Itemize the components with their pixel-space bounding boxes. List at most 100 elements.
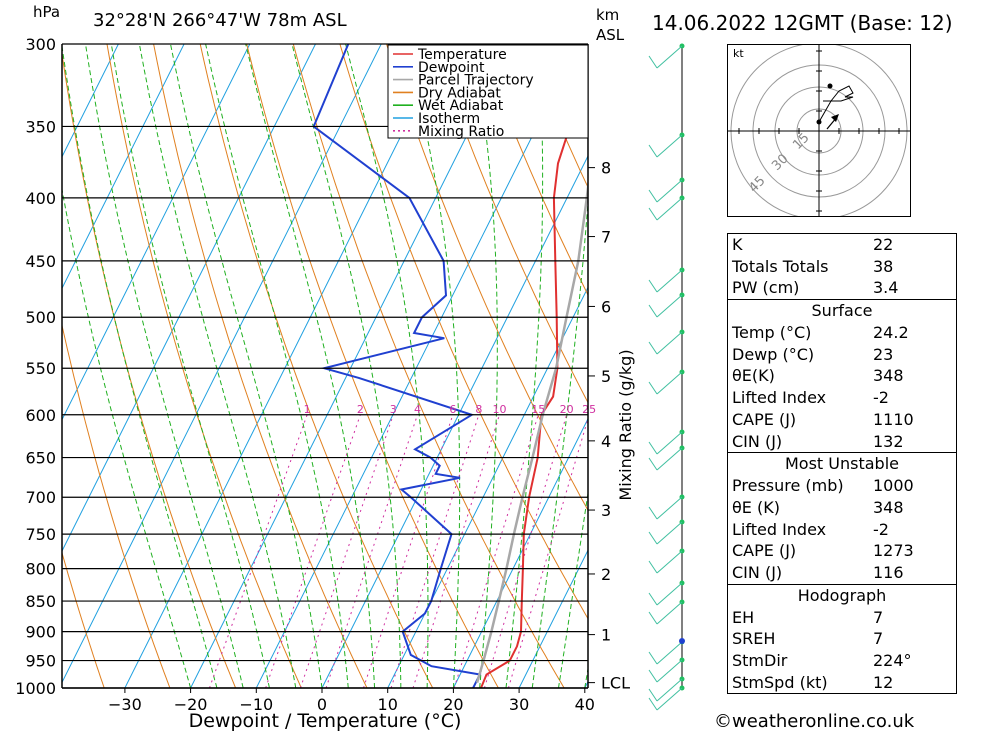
wind-barb-flag	[648, 341, 658, 355]
wind-barb-flag	[648, 304, 658, 318]
wind-barb-shaft	[656, 431, 683, 455]
mixing-ratio-axis-label: Mixing Ratio (g/kg)	[616, 349, 635, 500]
hodograph-unit: kt	[733, 47, 744, 60]
wind-barb-shaft	[656, 521, 683, 545]
wet-adiabat-line	[472, 44, 498, 688]
mixing-ratio-label: 25	[582, 403, 596, 416]
pressure-tick-label: 400	[25, 189, 56, 208]
surface-theta-row: θE(K) 348	[732, 366, 904, 386]
km-tick-label: 2	[601, 565, 611, 584]
wind-barb-shaft	[656, 197, 683, 221]
mixing-ratio-line	[453, 414, 539, 688]
wind-barb-flag	[648, 189, 658, 203]
surface-temp-row: Temp (°C) 24.2	[732, 323, 909, 343]
km-tick-label: 6	[601, 297, 611, 316]
pw-row: PW (cm) 3.4	[732, 278, 899, 298]
wind-barb-shaft	[656, 678, 683, 702]
mu-cape-row: CAPE (J) 1273	[732, 541, 914, 561]
totals-totals-row: Totals Totals 38	[732, 256, 894, 276]
mixing-ratio-label: 6	[449, 403, 456, 416]
hodograph-top-dot	[827, 83, 833, 89]
km-tick-label: 8	[601, 159, 611, 178]
temperature-tick-label: 20	[443, 695, 463, 714]
temperature-tick-label: 30	[509, 695, 529, 714]
wind-barb-shaft	[656, 371, 683, 395]
mixing-ratio-label: 20	[560, 403, 574, 416]
dry-adiabat-line	[479, 44, 588, 297]
pressure-tick-label: 600	[25, 406, 56, 425]
dry-adiabat-line	[62, 51, 237, 688]
mixing-ratio-label: 4	[414, 403, 421, 416]
wind-barb-flag	[648, 592, 658, 606]
surface-dewp-row: Dewp (°C) 23	[732, 344, 894, 364]
wet-adiabat-line	[85, 44, 244, 688]
mu-theta-row: θE (K) 348	[732, 497, 904, 517]
temperature-tick-label: −10	[239, 695, 273, 714]
wind-barb-flag	[648, 207, 658, 221]
isotherm-line	[62, 44, 185, 290]
dry-adiabat-line	[62, 551, 105, 688]
isotherm-line	[387, 286, 588, 688]
wet-adiabat-line	[245, 44, 376, 688]
pressure-tick-label: 950	[25, 652, 56, 671]
surface-li-row: Lifted Index -2	[732, 388, 889, 408]
pressure-unit-label: hPa	[33, 3, 60, 21]
indices-table: K 22 Totals Totals 38 PW (cm) 3.4 Surface T…	[727, 233, 957, 695]
mu-pressure-row: Pressure (mb) 1000	[732, 476, 914, 496]
surface-title: Surface	[728, 299, 956, 322]
pressure-tick-label: 900	[25, 623, 56, 642]
wet-adiabat-line	[558, 489, 588, 688]
km-tick-label: 7	[601, 228, 611, 247]
wet-adiabat-line	[110, 44, 270, 688]
wind-barb-flag	[648, 506, 658, 520]
isotherm-line	[124, 44, 448, 688]
legend-item-label: Wet Adiabat	[418, 98, 504, 114]
wind-barb-flag	[648, 697, 658, 711]
wind-barb-shaft	[656, 659, 683, 683]
wind-barb-flag	[648, 531, 658, 545]
wind-barb-shaft	[656, 687, 683, 711]
location-title: 32°28'N 266°47'W 78m ASL	[93, 10, 347, 31]
credit-footer[interactable]: ©weatheronline.co.uk	[714, 711, 915, 732]
surface-cin-row: CIN (J) 132	[732, 431, 904, 451]
pressure-tick-label: 300	[25, 35, 56, 54]
x-axis-label: Dewpoint / Temperature (°C)	[189, 710, 462, 732]
wind-barb-shaft	[656, 582, 683, 606]
km-tick-label: 5	[601, 367, 611, 386]
pressure-tick-label: 750	[25, 525, 56, 544]
mixing-ratio-label: 10	[493, 403, 507, 416]
pressure-tick-label: 650	[25, 449, 56, 468]
wind-barb-shaft	[656, 601, 683, 625]
wind-barb-shaft	[656, 269, 683, 293]
pressure-tick-label: 800	[25, 560, 56, 579]
wind-barb-shaft	[656, 447, 683, 471]
mixing-ratio-line	[325, 414, 418, 688]
km-tick-label: 3	[601, 501, 611, 520]
asl-unit-label: ASL	[596, 26, 625, 44]
pressure-tick-label: 850	[25, 592, 56, 611]
wet-adiabat-line	[205, 44, 349, 688]
isotherm-line	[518, 549, 588, 688]
mixing-ratio-line	[208, 414, 308, 688]
wet-adiabat-line	[291, 44, 402, 688]
mixing-ratio-label: 1	[304, 403, 311, 416]
legend-item-label: Mixing Ratio	[418, 124, 504, 140]
temperature-tick-label: 40	[575, 695, 595, 714]
pressure-tick-label: 350	[25, 117, 56, 136]
mu-cin-row: CIN (J) 116	[732, 562, 904, 582]
wind-barb-flag	[648, 457, 658, 471]
hodograph-trace	[818, 85, 854, 123]
dry-adiabat-line	[246, 44, 499, 688]
pressure-tick-label: 1000	[15, 679, 56, 698]
mixing-ratio-line	[390, 414, 480, 688]
wind-barb-shaft	[656, 496, 683, 520]
surface-wind-dot	[679, 638, 685, 644]
parcel-trajectory-series	[475, 177, 588, 683]
isotherm-line	[62, 44, 316, 553]
wind-barb-flag	[648, 560, 658, 574]
wind-barb-flag	[648, 279, 658, 293]
k-index-row: K 22	[732, 235, 894, 254]
sreh-row: SREH 7	[732, 629, 884, 649]
mixing-ratio-line	[299, 414, 394, 688]
wet-adiabat-line	[406, 44, 461, 688]
